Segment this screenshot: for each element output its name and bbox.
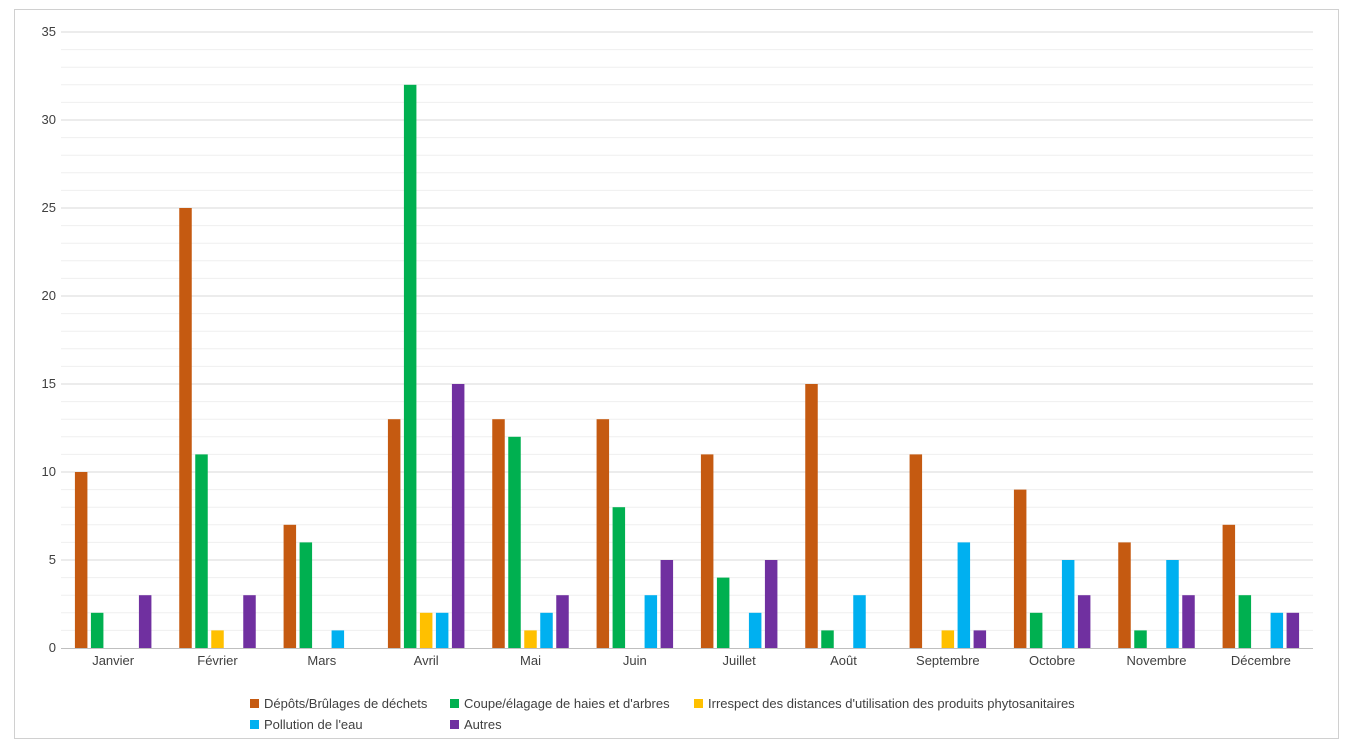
bar-5-janvier	[138, 595, 152, 648]
legend-label-coupe: Coupe/élagage de haies et d'arbres	[464, 696, 670, 711]
legend-label-pollution: Pollution de l'eau	[264, 717, 363, 732]
bar-5-septembre	[973, 630, 987, 648]
legend-item-depots: Dépôts/Brûlages de déchets	[250, 696, 427, 711]
legend-item-coupe: Coupe/élagage de haies et d'arbres	[450, 696, 670, 711]
bar-2-août	[821, 630, 834, 648]
bar-1-octobre	[1013, 489, 1027, 648]
bar-5-mai	[556, 595, 569, 648]
bar-1-avril	[387, 419, 401, 648]
bar-2-juillet	[716, 577, 730, 648]
y-tick-label: 20	[42, 288, 56, 303]
bars	[74, 84, 1300, 649]
legend-row-2: Pollution de l'eau Autres	[250, 717, 1150, 738]
bar-3-mai	[524, 630, 537, 648]
legend-row-1: Dépôts/Brûlages de déchets Coupe/élagage…	[250, 696, 1150, 717]
bar-3-février	[211, 630, 224, 648]
bar-1-mai	[492, 419, 505, 648]
chart-frame	[14, 9, 1339, 739]
bar-5-avril	[451, 384, 465, 648]
bar-1-décembre	[1222, 524, 1236, 648]
bar-4-novembre	[1166, 560, 1179, 648]
legend-label-depots: Dépôts/Brûlages de déchets	[264, 696, 428, 711]
y-tick-label: 15	[42, 376, 56, 391]
bar-2-mars	[299, 542, 313, 648]
bar-2-décembre	[1238, 595, 1252, 648]
bar-1-septembre	[909, 454, 923, 648]
bar-1-janvier	[74, 472, 88, 648]
x-tick-label: Décembre	[1231, 653, 1291, 668]
bar-5-décembre	[1286, 612, 1300, 648]
bar-3-septembre	[941, 630, 955, 648]
x-tick-label: Avril	[414, 653, 439, 668]
legend-swatch-depots	[250, 699, 259, 708]
bar-4-mai	[540, 612, 553, 648]
bar-4-août	[853, 595, 866, 648]
bar-1-novembre	[1118, 542, 1131, 648]
y-tick-label: 25	[42, 200, 56, 215]
legend-label-irrespect: Irrespect des distances d'utilisation de…	[708, 696, 1075, 711]
bar-2-avril	[403, 84, 417, 649]
y-tick-label: 0	[49, 640, 56, 655]
bar-4-juillet	[748, 612, 762, 648]
bar-4-avril	[435, 612, 449, 648]
bar-5-février	[243, 595, 256, 648]
axes: 0 5 10 15 20 25 30 35 Janvier Février Mars Avril Mai…	[42, 24, 1313, 668]
legend-swatch-coupe	[450, 699, 459, 708]
bar-1-mars	[283, 524, 297, 648]
bar-3-avril	[419, 612, 433, 648]
bar-2-juin	[612, 507, 626, 648]
x-tick-label: Mars	[307, 653, 336, 668]
y-tick-label: 30	[42, 112, 56, 127]
bar-2-janvier	[90, 612, 104, 648]
x-tick-label: Février	[197, 653, 238, 668]
x-tick-label: Août	[830, 653, 857, 668]
bar-1-août	[805, 384, 818, 648]
y-tick-label: 5	[49, 552, 56, 567]
legend-label-autres: Autres	[464, 717, 502, 732]
legend-swatch-irrespect	[694, 699, 703, 708]
x-tick-label: Juin	[623, 653, 647, 668]
x-tick-label: Novembre	[1127, 653, 1187, 668]
legend-swatch-pollution	[250, 720, 259, 729]
bar-4-octobre	[1061, 560, 1075, 648]
bar-2-novembre	[1134, 630, 1147, 648]
legend: Dépôts/Brûlages de déchets Coupe/élagage…	[250, 696, 1150, 738]
gridlines	[61, 31, 1313, 631]
legend-item-autres: Autres	[450, 717, 502, 732]
bar-5-octobre	[1077, 595, 1091, 648]
x-tick-label: Juillet	[723, 653, 757, 668]
bar-2-février	[195, 454, 208, 648]
x-tick-label: Septembre	[916, 653, 980, 668]
x-tick-label: Octobre	[1029, 653, 1075, 668]
legend-item-irrespect: Irrespect des distances d'utilisation de…	[694, 696, 1075, 711]
bar-4-juin	[644, 595, 658, 648]
x-tick-label: Janvier	[92, 653, 135, 668]
bar-1-février	[179, 208, 192, 648]
bar-1-juin	[596, 419, 610, 648]
y-tick-label: 35	[42, 24, 56, 39]
bar-2-octobre	[1029, 612, 1043, 648]
x-tick-label: Mai	[520, 653, 541, 668]
bar-4-décembre	[1270, 612, 1284, 648]
legend-swatch-autres	[450, 720, 459, 729]
bar-5-novembre	[1182, 595, 1195, 648]
bar-4-mars	[331, 630, 345, 648]
legend-item-pollution: Pollution de l'eau	[250, 717, 363, 732]
bar-1-juillet	[700, 454, 714, 648]
bar-4-septembre	[957, 542, 971, 648]
y-tick-label: 10	[42, 464, 56, 479]
bar-2-mai	[508, 436, 521, 648]
bar-5-juin	[660, 560, 674, 648]
bar-5-juillet	[764, 560, 778, 648]
